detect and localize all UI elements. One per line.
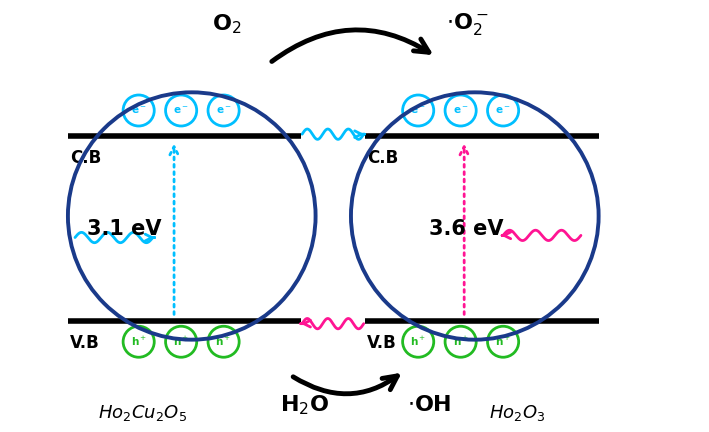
Text: h$^+$: h$^+$ [452, 335, 469, 348]
Text: h$^+$: h$^+$ [173, 335, 189, 348]
Text: $\cdot$OH: $\cdot$OH [406, 395, 451, 416]
Text: Ho$_2$Cu$_2$O$_5$: Ho$_2$Cu$_2$O$_5$ [98, 403, 186, 422]
Text: e$^-$: e$^-$ [216, 105, 232, 116]
Text: e$^-$: e$^-$ [173, 105, 189, 116]
Text: h$^+$: h$^+$ [495, 335, 511, 348]
Text: 3.6 eV: 3.6 eV [429, 219, 503, 239]
Text: e$^-$: e$^-$ [130, 105, 147, 116]
Text: h$^+$: h$^+$ [130, 335, 147, 348]
Text: C.B: C.B [70, 149, 101, 167]
Text: e$^-$: e$^-$ [495, 105, 511, 116]
Text: V.B: V.B [367, 334, 397, 353]
Text: e$^-$: e$^-$ [411, 105, 426, 116]
Text: 3.1 eV: 3.1 eV [87, 219, 162, 239]
Text: C.B: C.B [367, 149, 398, 167]
Text: O$_2$: O$_2$ [213, 13, 242, 36]
Text: h$^+$: h$^+$ [410, 335, 426, 348]
Text: V.B: V.B [70, 334, 100, 353]
Text: Ho$_2$O$_3$: Ho$_2$O$_3$ [489, 403, 545, 422]
Text: e$^-$: e$^-$ [453, 105, 469, 116]
Text: H$_2$O: H$_2$O [280, 394, 330, 417]
Text: h$^+$: h$^+$ [216, 335, 232, 348]
Text: $\cdot$O$_2^-$: $\cdot$O$_2^-$ [447, 11, 489, 38]
